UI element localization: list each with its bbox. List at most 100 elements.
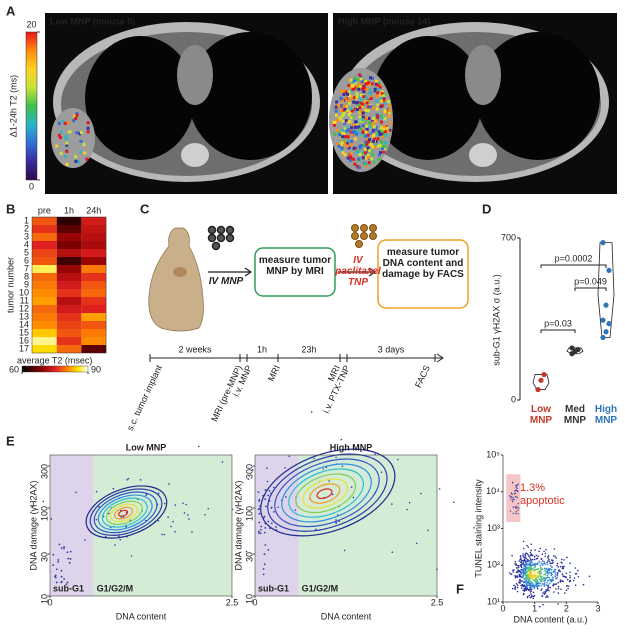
event-dot <box>554 555 556 558</box>
signal-pixel <box>352 79 356 83</box>
event-dot <box>573 577 576 579</box>
event-dot <box>533 558 536 561</box>
signal-pixel <box>375 94 379 98</box>
row-label: 17 <box>19 343 29 353</box>
x-tick-label: 2.5 <box>226 597 239 607</box>
signal-pixel <box>57 133 61 137</box>
signal-pixel <box>366 108 370 112</box>
event-dot <box>540 578 543 581</box>
event-dot <box>577 569 579 572</box>
event-dot <box>266 467 268 470</box>
event-dot <box>535 577 538 580</box>
event-dot <box>528 555 530 558</box>
event-dot <box>531 561 534 564</box>
event-dot <box>535 583 538 586</box>
event-dot <box>522 554 524 557</box>
lung <box>188 32 312 160</box>
region-label: sub-G1 <box>53 583 84 593</box>
event-dot <box>515 571 518 573</box>
signal-pixel <box>369 105 373 109</box>
event-dot <box>569 562 571 564</box>
step-text: measure tumor DNA content and damage by … <box>382 247 464 280</box>
event-dot <box>408 501 411 504</box>
signal-pixel <box>333 121 337 125</box>
event-dot <box>529 596 531 599</box>
signal-pixel <box>372 133 376 137</box>
signal-pixel <box>74 155 78 159</box>
panel-label: A <box>6 3 16 18</box>
bracket <box>540 329 576 333</box>
event-dot <box>262 573 265 576</box>
event-dot <box>512 571 515 573</box>
event-dot <box>520 573 523 575</box>
event-dot <box>547 556 549 558</box>
nanoparticle <box>207 225 217 235</box>
signal-pixel <box>343 127 347 131</box>
signal-pixel <box>343 135 347 139</box>
event-dot <box>546 563 549 566</box>
signal-pixel <box>361 151 365 155</box>
signal-pixel <box>372 116 376 120</box>
category-label: High MNP <box>594 404 618 426</box>
event-dot <box>551 562 553 565</box>
y-tick-label: 10 <box>39 594 49 604</box>
event-dot <box>518 560 521 562</box>
heat-cell <box>56 241 82 249</box>
gate-region <box>255 455 299 596</box>
event-dot <box>58 543 61 546</box>
step-box <box>377 239 469 309</box>
signal-pixel <box>336 118 340 122</box>
signal-pixel <box>367 116 371 120</box>
signal-pixel <box>377 81 381 85</box>
colorbar-tick-label: 20 <box>26 19 36 29</box>
event-dot <box>543 561 546 563</box>
signal-pixel <box>355 101 359 105</box>
signal-pixel <box>340 131 344 135</box>
distribution-outline <box>597 242 615 338</box>
signal-pixel <box>376 88 380 92</box>
nanoparticle <box>225 225 235 235</box>
signal-pixel <box>375 118 379 122</box>
y-tick-label: 10 <box>244 594 254 604</box>
region-label: sub-G1 <box>258 583 289 593</box>
row-label: 13 <box>19 311 29 321</box>
step-text: IV MNP <box>208 276 244 287</box>
event-dot <box>438 488 441 490</box>
event-dot <box>259 505 262 508</box>
event-dot <box>554 573 557 575</box>
event-dot <box>174 504 177 506</box>
event-dot <box>517 502 519 505</box>
event-dot <box>521 572 523 574</box>
nanoparticle <box>225 233 235 243</box>
signal-pixel <box>79 139 83 143</box>
signal-pixel <box>364 164 368 168</box>
heat-cell <box>32 297 57 305</box>
signal-pixel <box>383 110 387 114</box>
axis-title: DNA damage (γH2AX) <box>233 480 243 570</box>
signal-pixel <box>358 115 362 119</box>
event-dot <box>543 591 545 593</box>
event-dot <box>522 553 524 555</box>
event-dot <box>525 583 528 585</box>
signal-pixel <box>356 78 360 82</box>
event-dot <box>519 571 522 574</box>
signal-pixel <box>382 94 386 98</box>
signal-pixel <box>372 128 376 132</box>
event-dot <box>341 465 344 467</box>
arrow <box>338 267 377 277</box>
event-dot <box>537 581 540 584</box>
signal-pixel <box>353 162 357 166</box>
density-contour <box>274 458 380 528</box>
heat-cell <box>56 233 82 241</box>
row-label: 2 <box>24 223 29 233</box>
event-dot <box>553 568 556 571</box>
signal-pixel <box>381 147 385 151</box>
event-dot <box>540 584 543 587</box>
event-dot <box>520 587 523 589</box>
event-dot <box>541 583 544 585</box>
mouse-tumor <box>173 267 187 277</box>
signal-pixel <box>372 137 376 141</box>
event-dot <box>275 526 277 528</box>
event-dot <box>515 486 518 488</box>
